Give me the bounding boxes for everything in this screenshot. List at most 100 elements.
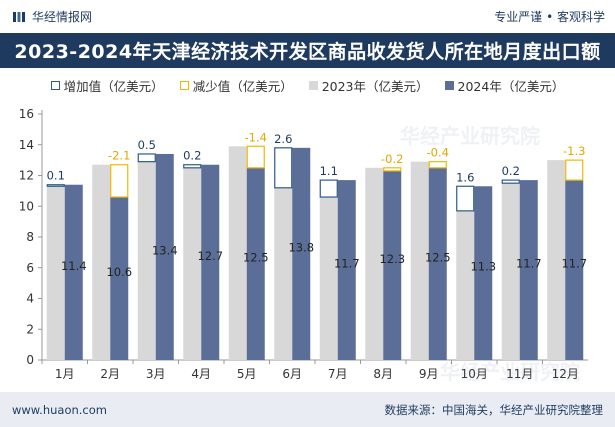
increase-box xyxy=(501,179,520,184)
x-tick-label: 4月 xyxy=(191,367,211,381)
decrease-box xyxy=(565,159,584,181)
x-tick-label: 1月 xyxy=(55,367,75,381)
legend-item-2023: 2023年（亿美元） xyxy=(308,76,429,95)
bar-2023 xyxy=(410,161,429,360)
bar-2024 xyxy=(428,167,447,360)
bar-2024 xyxy=(110,197,129,360)
legend-label-2023: 2023年（亿美元） xyxy=(321,78,429,94)
bar-2023 xyxy=(456,210,475,360)
x-tick-label: 6月 xyxy=(282,367,302,381)
bar-2023 xyxy=(274,187,293,360)
legend-swatch-2024 xyxy=(444,80,454,90)
y-tick-label: 16 xyxy=(19,107,34,121)
footer-source: 数据来源：中国海关，华经产业研究院整理 xyxy=(384,402,604,417)
value-label-2024: 13.8 xyxy=(288,240,314,254)
change-label: 1.1 xyxy=(320,164,338,178)
change-label: -2.1 xyxy=(108,149,130,163)
increase-box xyxy=(456,185,475,212)
change-label: 2.6 xyxy=(274,132,292,146)
x-tick-label: 10月 xyxy=(461,367,488,381)
legend-label-increase: 增加值（亿美元） xyxy=(63,78,164,94)
legend-label-2024: 2024年（亿美元） xyxy=(457,78,565,94)
bar-2024 xyxy=(565,180,584,360)
decrease-box xyxy=(383,167,402,172)
value-label-2024: 11.7 xyxy=(516,256,542,270)
bar-2023 xyxy=(501,183,520,360)
value-label-2024: 10.6 xyxy=(106,265,132,279)
y-tick-label: 6 xyxy=(26,261,34,275)
bar-2023 xyxy=(183,167,202,360)
value-label-2024: 11.4 xyxy=(61,259,87,273)
footer: www.huaon.com 数据来源：中国海关，华经产业研究院整理 xyxy=(0,392,615,427)
value-label-2024: 11.3 xyxy=(470,260,496,274)
x-tick-label: 7月 xyxy=(328,367,348,381)
y-tick-label: 0 xyxy=(26,353,34,367)
decrease-box xyxy=(110,164,129,198)
x-tick-label: 9月 xyxy=(419,367,439,381)
chart-title-band: 2023-2024年天津经济技术开发区商品收发货人所在地月度出口额 xyxy=(0,33,615,68)
value-label-2024: 12.7 xyxy=(197,249,223,263)
value-label-2024: 12.5 xyxy=(425,250,451,264)
value-label-2024: 12.3 xyxy=(379,252,405,266)
bar-2023 xyxy=(547,160,566,360)
y-tick-label: 8 xyxy=(26,230,34,244)
decrease-box xyxy=(428,161,447,169)
bar-2023 xyxy=(228,146,247,360)
bar-2024 xyxy=(246,167,265,360)
bar-2024 xyxy=(474,186,493,360)
bar-2024 xyxy=(519,180,538,360)
bar-chart: 0 2 4 6 8 10 12 14 16 0.1 11.4 1月 -2.1 10.6 2月 0.5 13.4 3… xyxy=(19,107,588,381)
change-label: 1.6 xyxy=(456,170,474,184)
x-tick-label: 12月 xyxy=(552,367,579,381)
y-tick-label: 12 xyxy=(19,169,34,183)
bar-2024 xyxy=(383,170,402,360)
bar-2023 xyxy=(365,167,384,360)
legend-swatch-decrease xyxy=(179,80,189,90)
value-label-2024: 13.4 xyxy=(152,243,178,257)
bar-2024 xyxy=(64,184,83,360)
value-label-2024: 11.7 xyxy=(334,256,360,270)
bar-2023 xyxy=(46,186,65,360)
legend-swatch-increase xyxy=(50,80,60,90)
x-tick-label: 8月 xyxy=(373,367,393,381)
change-label: 0.5 xyxy=(138,138,156,152)
huajing-logo-icon xyxy=(13,11,25,22)
legend-item-increase: 增加值（亿美元） xyxy=(50,76,164,95)
change-label: -0.2 xyxy=(381,152,403,166)
chart-title: 2023-2024年天津经济技术开发区商品收发货人所在地月度出口额 xyxy=(14,41,601,63)
change-label: 0.2 xyxy=(183,149,201,163)
decrease-box xyxy=(246,145,265,169)
y-tick-label: 4 xyxy=(26,292,34,306)
y-tick-label: 10 xyxy=(19,199,34,213)
bar-2024 xyxy=(292,147,311,360)
increase-box xyxy=(274,147,293,189)
increase-box xyxy=(46,184,65,187)
x-tick-label: 2月 xyxy=(100,367,120,381)
x-tick-label: 5月 xyxy=(237,367,257,381)
bar-2024 xyxy=(155,153,174,360)
brand-name: 华经情报网 xyxy=(32,10,93,24)
increase-box xyxy=(319,179,338,198)
increase-box xyxy=(137,153,156,163)
top-bar: 华经情报网 专业严谨 • 客观科学 xyxy=(0,0,615,33)
x-tick-label: 3月 xyxy=(146,367,166,381)
x-tick-label: 11月 xyxy=(506,367,533,381)
legend-item-2024: 2024年（亿美元） xyxy=(444,76,565,95)
change-label: -0.4 xyxy=(427,146,449,160)
bar-2023 xyxy=(137,161,156,360)
footer-website: www.huaon.com xyxy=(12,402,107,417)
bar-2024 xyxy=(201,164,220,360)
legend-item-decrease: 减少值（亿美元） xyxy=(179,76,293,95)
bar-2024 xyxy=(337,180,356,360)
legend-label-decrease: 减少值（亿美元） xyxy=(192,78,293,94)
bar-2023 xyxy=(319,197,338,360)
change-label: 0.2 xyxy=(502,164,520,178)
increase-box xyxy=(183,164,202,169)
legend: 增加值（亿美元） 减少值（亿美元） 2023年（亿美元） 2024年（亿美元） xyxy=(0,68,615,102)
y-tick-label: 14 xyxy=(19,138,34,152)
value-label-2024: 12.5 xyxy=(243,250,269,264)
change-label: 0.1 xyxy=(47,169,65,183)
change-label: -1.4 xyxy=(245,130,267,144)
bar-2023 xyxy=(92,164,111,360)
legend-swatch-2023 xyxy=(308,80,318,90)
